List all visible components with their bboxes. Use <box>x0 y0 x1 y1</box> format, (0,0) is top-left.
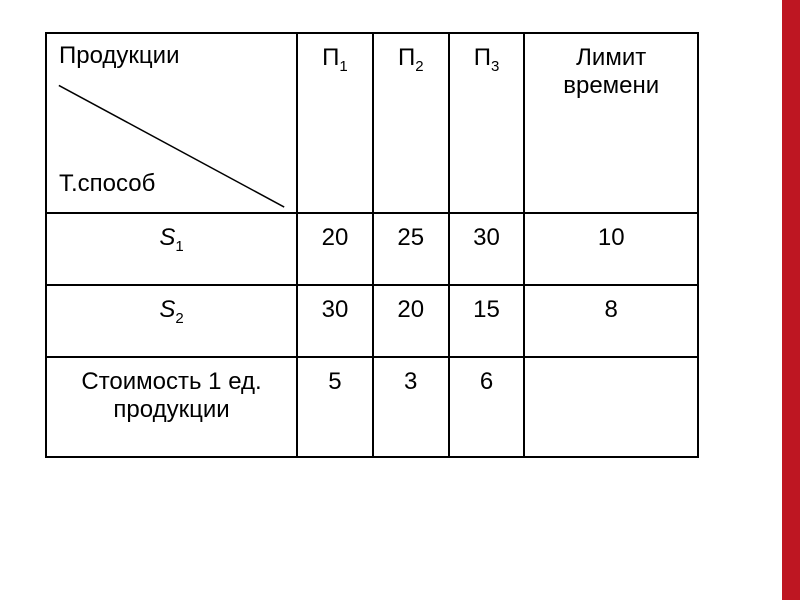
table-header-row: Продукции Т.способ П1 П2 П3 Лимит времен… <box>46 33 698 213</box>
cell-cost-limit <box>524 357 698 457</box>
cost-line2: продукции <box>113 396 229 423</box>
p2-base: П <box>398 44 415 71</box>
s1-base: S <box>159 224 175 251</box>
col-header-p3: П3 <box>449 33 525 213</box>
p1-sub: 1 <box>339 58 347 75</box>
limit-line2: времени <box>563 72 659 99</box>
cell-s1-p3: 30 <box>449 213 525 285</box>
p3-base: П <box>474 44 491 71</box>
table-row: S1 20 25 30 10 <box>46 213 698 285</box>
s1-sub: 1 <box>175 238 183 255</box>
cell-cost-p3: 6 <box>449 357 525 457</box>
table-container: Продукции Т.способ П1 П2 П3 Лимит времен… <box>45 32 699 458</box>
p2-sub: 2 <box>415 58 423 75</box>
col-header-p2: П2 <box>373 33 449 213</box>
p3-sub: 3 <box>491 58 499 75</box>
col-header-limit: Лимит времени <box>524 33 698 213</box>
cell-s1-p2: 25 <box>373 213 449 285</box>
cell-s1-limit: 10 <box>524 213 698 285</box>
diag-label-top: Продукции <box>59 42 179 70</box>
cell-cost-p2: 3 <box>373 357 449 457</box>
cell-s2-p2: 20 <box>373 285 449 357</box>
row-label-cost: Стоимость 1 ед. продукции <box>46 357 297 457</box>
p1-base: П <box>322 44 339 71</box>
cell-cost-p1: 5 <box>297 357 373 457</box>
accent-bar <box>782 0 800 600</box>
s2-sub: 2 <box>175 310 183 327</box>
limit-line1: Лимит <box>576 44 646 71</box>
s2-base: S <box>159 296 175 323</box>
table-row: S2 30 20 15 8 <box>46 285 698 357</box>
diag-label-bottom: Т.способ <box>59 170 155 198</box>
diagonal-header-cell: Продукции Т.способ <box>46 33 297 213</box>
cell-s2-p3: 15 <box>449 285 525 357</box>
cell-s2-p1: 30 <box>297 285 373 357</box>
row-label-s2: S2 <box>46 285 297 357</box>
cell-s2-limit: 8 <box>524 285 698 357</box>
row-label-s1: S1 <box>46 213 297 285</box>
data-table: Продукции Т.способ П1 П2 П3 Лимит времен… <box>45 32 699 458</box>
cell-s1-p1: 20 <box>297 213 373 285</box>
table-row-cost: Стоимость 1 ед. продукции 5 3 6 <box>46 357 698 457</box>
cost-line1: Стоимость 1 ед. <box>81 368 261 395</box>
col-header-p1: П1 <box>297 33 373 213</box>
